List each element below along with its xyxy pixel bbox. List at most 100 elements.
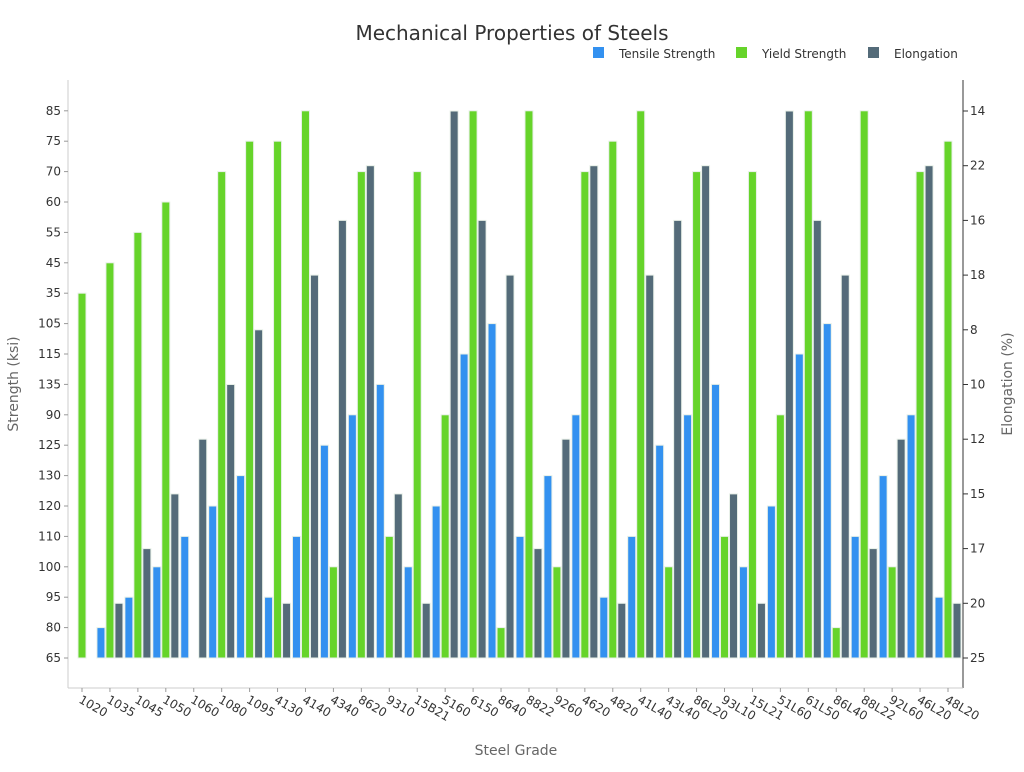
bar-tensile-strength	[543, 475, 553, 659]
bar-tensile-strength	[515, 535, 525, 659]
bar-elongation	[701, 165, 711, 659]
bar-yield-strength	[720, 535, 730, 659]
bar-yield-strength	[943, 140, 953, 659]
bar-elongation	[756, 602, 766, 659]
bar-elongation	[617, 602, 627, 659]
bar-elongation	[896, 438, 906, 659]
chart-title: Mechanical Properties of Steels	[355, 21, 668, 45]
left-tick-label: 125	[38, 438, 61, 452]
left-tick-label: 65	[46, 651, 61, 665]
bar-elongation	[142, 548, 152, 659]
right-tick-label: 17	[970, 542, 985, 556]
bar-tensile-strength	[571, 414, 581, 659]
left-tick-label: 90	[46, 408, 61, 422]
bar-elongation	[254, 329, 264, 659]
left-tick-label: 70	[46, 165, 61, 179]
bar-tensile-strength	[850, 535, 860, 659]
bar-tensile-strength	[487, 323, 497, 659]
bar-yield-strength	[887, 566, 897, 659]
bar-tensile-strength	[599, 596, 609, 659]
legend: Tensile Strength Yield Strength Elongation	[593, 47, 958, 61]
bar-elongation	[477, 219, 487, 659]
bar-tensile-strength	[878, 475, 888, 659]
bar-yield-strength	[580, 171, 590, 659]
x-tick-label: 4140	[300, 692, 333, 719]
bar-yield-strength	[440, 414, 450, 659]
left-tick-label: 105	[38, 317, 61, 331]
left-tick-label: 135	[38, 377, 61, 391]
bar-tensile-strength	[96, 627, 106, 659]
x-tick-label: 8620	[356, 692, 389, 719]
bar-tensile-strength	[152, 566, 162, 659]
x-tick-label: 9260	[551, 692, 584, 719]
left-tick-label: 95	[46, 590, 61, 604]
bar-elongation	[170, 493, 180, 659]
left-tick-label: 35	[46, 286, 61, 300]
right-tick-label: 14	[970, 104, 985, 118]
bar-elongation	[198, 438, 208, 659]
left-tick-label: 55	[46, 225, 61, 239]
bar-yield-strength	[775, 414, 785, 659]
bar-yield-strength	[412, 171, 422, 659]
left-tick-label: 100	[38, 560, 61, 574]
left-tick-label: 115	[38, 347, 61, 361]
x-tick-label: 4820	[607, 692, 640, 719]
bar-yield-strength	[468, 110, 478, 659]
x-tick-label: 9310	[384, 692, 417, 719]
bar-elongation	[924, 165, 934, 659]
bar-tensile-strength	[208, 505, 218, 659]
bar-yield-strength	[747, 171, 757, 659]
bar-yield-strength	[831, 627, 841, 659]
x-tick-label: 1095	[244, 692, 277, 719]
bar-yield-strength	[328, 566, 338, 659]
bar-yield-strength	[524, 110, 534, 659]
bar-elongation	[561, 438, 571, 659]
bar-elongation	[309, 274, 319, 659]
bar-tensile-strength	[264, 596, 274, 659]
bar-yield-strength	[217, 171, 227, 659]
bar-yield-strength	[859, 110, 869, 659]
bar-yield-strength	[245, 140, 255, 659]
legend-swatch	[736, 47, 747, 58]
bar-yield-strength	[692, 171, 702, 659]
bar-tensile-strength	[236, 475, 246, 659]
x-tick-label: 4130	[272, 692, 305, 719]
left-tick-label: 80	[46, 621, 61, 635]
bar-elongation	[784, 110, 794, 659]
x-axis-label: Steel Grade	[475, 743, 558, 759]
right-tick-label: 16	[970, 213, 985, 227]
legend-swatch	[868, 47, 879, 58]
bar-tensile-strength	[124, 596, 134, 659]
right-tick-label: 10	[970, 378, 985, 392]
legend-label: Tensile Strength	[618, 47, 715, 61]
x-tick-label: 1035	[104, 692, 137, 719]
bar-yield-strength	[77, 292, 87, 659]
bar-tensile-strength	[431, 505, 441, 659]
left-tick-label: 85	[46, 104, 61, 118]
left-tick-label: 110	[38, 529, 61, 543]
left-tick-label: 130	[38, 469, 61, 483]
bar-yield-strength	[384, 535, 394, 659]
bar-tensile-strength	[822, 323, 832, 659]
x-tick-label: 1050	[160, 692, 193, 719]
bar-elongation	[393, 493, 403, 659]
bar-elongation	[952, 602, 962, 659]
bar-yield-strength	[803, 110, 813, 659]
x-tick-label: 8640	[496, 692, 529, 719]
legend-swatch	[593, 47, 604, 58]
bar-yield-strength	[133, 231, 143, 659]
bar-elongation	[282, 602, 292, 659]
x-tick-label: 6150	[468, 692, 501, 719]
left-tick-label: 120	[38, 499, 61, 513]
bar-tensile-strength	[934, 596, 944, 659]
bar-elongation	[840, 274, 850, 659]
right-tick-label: 25	[970, 651, 985, 665]
bar-elongation	[505, 274, 515, 659]
x-tick-label: 1060	[188, 692, 221, 719]
right-tick-label: 18	[970, 268, 985, 282]
x-tick-label: 4620	[579, 692, 612, 719]
bar-yield-strength	[664, 566, 674, 659]
bar-tensile-strength	[683, 414, 693, 659]
x-tick-label: 4340	[328, 692, 361, 719]
